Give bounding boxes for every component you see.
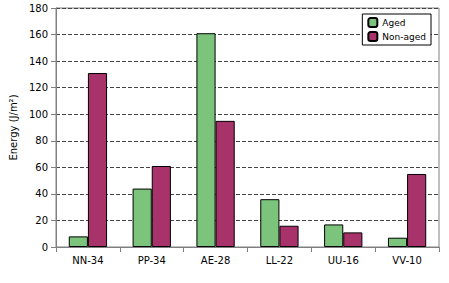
svg-text:Aged: Aged	[382, 18, 405, 28]
svg-text:60: 60	[35, 162, 48, 173]
svg-text:100: 100	[29, 109, 48, 120]
svg-text:PP-34: PP-34	[138, 255, 166, 266]
svg-text:0: 0	[42, 242, 48, 253]
svg-text:LL-22: LL-22	[266, 255, 293, 266]
svg-text:20: 20	[35, 215, 48, 226]
svg-text:180: 180	[29, 3, 48, 14]
svg-text:80: 80	[35, 135, 48, 146]
svg-text:NN-34: NN-34	[72, 255, 103, 266]
svg-text:Non-aged: Non-aged	[382, 32, 426, 42]
svg-text:Energy (J/m²): Energy (J/m²)	[8, 94, 19, 160]
svg-text:120: 120	[29, 82, 48, 93]
svg-text:160: 160	[29, 29, 48, 40]
svg-text:40: 40	[35, 188, 48, 199]
svg-text:UU-16: UU-16	[328, 255, 359, 266]
svg-text:140: 140	[29, 56, 48, 67]
svg-text:AE-28: AE-28	[201, 255, 231, 266]
svg-text:VV-10: VV-10	[392, 255, 421, 266]
